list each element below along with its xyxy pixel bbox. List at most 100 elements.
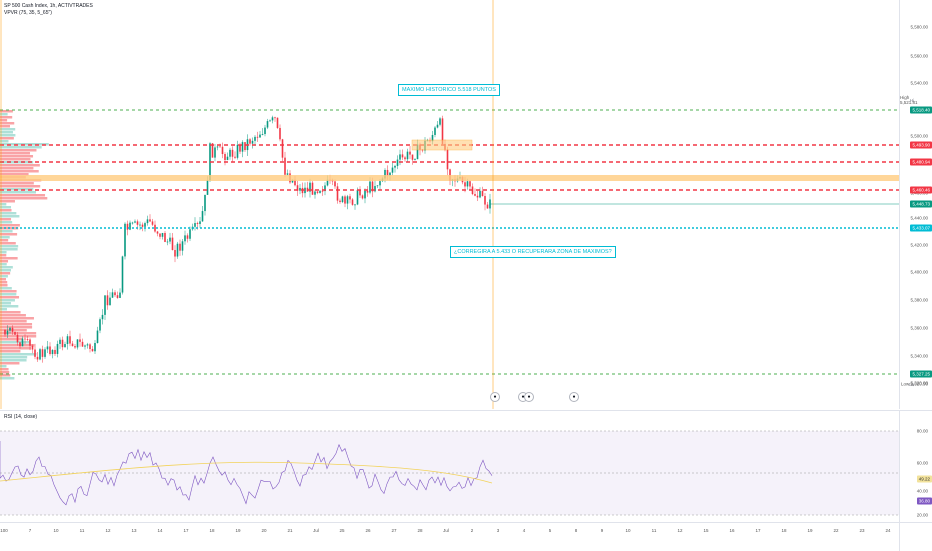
- candle-body: [81, 341, 84, 347]
- flag-us-icon[interactable]: ●: [569, 392, 579, 402]
- candle-body: [221, 146, 224, 155]
- candle-body: [479, 190, 481, 198]
- volume-profile-bar: [0, 365, 7, 368]
- rsi-tick: 20.00: [916, 512, 928, 518]
- volume-profile-bar: [0, 197, 48, 200]
- candle-body: [464, 182, 466, 187]
- candle-body: [146, 219, 149, 224]
- candle-body: [264, 127, 266, 135]
- rsi-axis[interactable]: 80.00 60.00 49.22 40.00 36.80 20.00: [899, 410, 932, 523]
- volume-profile-bar: [0, 140, 9, 143]
- time-axis[interactable]: 100 7 10 11 12 13 14 17 18 19 20 21 Jul 25 26 27 28 Jul 2 3…: [0, 522, 900, 551]
- candle-body: [436, 124, 439, 128]
- price-chart-svg[interactable]: [0, 0, 900, 409]
- volume-profile-bar: [0, 350, 21, 353]
- ath-highlight-box[interactable]: [411, 139, 473, 151]
- volume-profile-bar: [0, 356, 28, 359]
- vpvr-legend[interactable]: VPVR (75, 35, 5_65"): [4, 10, 52, 16]
- candle-body: [446, 149, 449, 170]
- time-tick: 27: [391, 528, 397, 533]
- candle-body: [39, 349, 41, 360]
- candle-body: [474, 194, 476, 196]
- candle-body: [241, 142, 244, 152]
- volume-profile-bar: [0, 275, 8, 278]
- candle-body: [374, 186, 376, 192]
- time-tick: 11: [651, 528, 657, 533]
- candle-body: [256, 136, 259, 138]
- volume-profile-bar: [0, 290, 17, 293]
- candle-body: [486, 204, 489, 209]
- rsi-ma-line: [0, 461, 493, 484]
- candle-body: [344, 196, 346, 204]
- rsi-ma-value: 49.22: [916, 475, 932, 483]
- rsi-tick: 80.00: [916, 428, 928, 434]
- flag-us-icon[interactable]: ●: [524, 392, 534, 402]
- volume-profile-bar: [0, 167, 34, 170]
- volume-profile-bar: [0, 233, 18, 236]
- volume-profile-bar: [0, 254, 7, 257]
- volume-profile-bar: [0, 374, 11, 377]
- candle-body: [49, 346, 51, 355]
- rsi-svg[interactable]: [0, 411, 900, 523]
- volume-profile-bar: [0, 311, 21, 314]
- volume-profile-bar: [0, 200, 15, 203]
- candle-body: [46, 346, 49, 350]
- axis-settings-corner[interactable]: [899, 522, 932, 551]
- candle-body: [6, 330, 9, 335]
- candle-body: [269, 120, 271, 122]
- price-axis[interactable]: 5,580.00 5,560.00 5,540.00 5,500.00 5,46…: [899, 0, 932, 409]
- volume-profile-bar: [0, 173, 29, 176]
- ath-annotation[interactable]: MAXIMO HISTORICO 5.518 PUNTOS: [398, 84, 500, 96]
- volume-profile-bar: [0, 296, 20, 299]
- candle-body: [59, 339, 61, 344]
- candle-body: [201, 211, 204, 222]
- rsi-value: 36.80: [916, 497, 932, 505]
- rsi-pane[interactable]: RSI (14, close): [0, 410, 900, 523]
- price-tick: 5,580.00: [910, 24, 928, 30]
- volume-profile-bar: [0, 299, 15, 302]
- candle-body: [409, 151, 411, 155]
- candle-body: [14, 331, 16, 335]
- candle-body: [114, 292, 116, 296]
- time-tick: 24: [885, 528, 891, 533]
- volume-profile-bar: [0, 182, 34, 185]
- candle-body: [124, 223, 126, 257]
- candle-body: [76, 339, 79, 348]
- volume-profile-bar: [0, 293, 17, 296]
- candle-body: [439, 118, 441, 125]
- volume-profile-bar: [0, 245, 19, 248]
- candle-body: [104, 295, 106, 315]
- orange-zone[interactable]: [0, 175, 900, 181]
- time-tick: 12: [105, 528, 111, 533]
- time-tick: 19: [235, 528, 241, 533]
- time-tick: 28: [417, 528, 423, 533]
- candle-body: [364, 190, 366, 199]
- candle-body: [296, 185, 299, 191]
- candle-body: [204, 194, 206, 212]
- time-tick: 21: [287, 528, 293, 533]
- volume-profile-bar: [0, 341, 31, 344]
- candle-body: [4, 330, 6, 335]
- price-chart-pane[interactable]: SP 500 Cash Index, 1h, ACTIVTRADES VPVR …: [0, 0, 900, 409]
- candle-body: [151, 221, 154, 225]
- low-value: Low 5,320.90: [900, 381, 928, 387]
- price-tick: 5,500.00: [910, 133, 928, 139]
- volume-profile-bar: [0, 206, 12, 209]
- rsi-tick: 40.00: [916, 488, 928, 494]
- question-annotation[interactable]: ¿CORREGIRA A 5.433 O RECUPERARA ZONA DE …: [450, 246, 616, 258]
- candle-body: [394, 165, 396, 168]
- volume-profile-bar: [0, 131, 13, 134]
- time-tick: 20: [261, 528, 267, 533]
- rsi-legend[interactable]: RSI (14, close): [4, 414, 38, 420]
- time-tick: 17: [755, 528, 761, 533]
- volume-profile-bar: [0, 257, 18, 260]
- candle-body: [341, 196, 344, 203]
- volume-profile-bar: [0, 239, 9, 242]
- candle-body: [61, 339, 64, 348]
- candle-body: [121, 256, 124, 293]
- symbol-legend[interactable]: SP 500 Cash Index, 1h, ACTIVTRADES: [4, 3, 93, 9]
- candle-body: [236, 144, 239, 158]
- candle-body: [386, 169, 389, 176]
- flag-us-icon[interactable]: ●: [490, 392, 500, 402]
- volume-profile-bar: [0, 317, 34, 320]
